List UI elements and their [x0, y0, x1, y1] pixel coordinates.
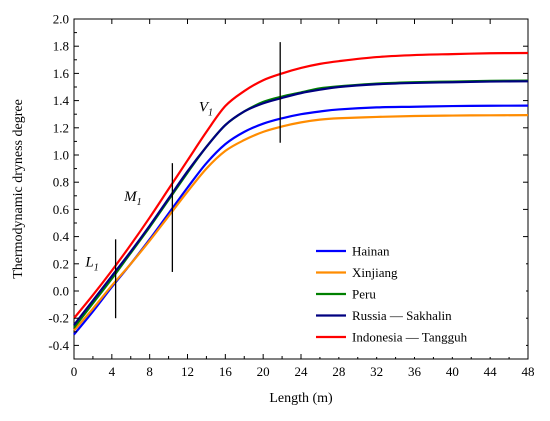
legend-label: Peru — [352, 287, 376, 302]
y-tick-label: 1.6 — [53, 66, 70, 81]
x-tick-label: 16 — [219, 364, 233, 379]
legend-label: Xinjiang — [352, 265, 398, 280]
x-tick-label: 12 — [181, 364, 194, 379]
series-line — [73, 51, 529, 319]
x-tick-label: 8 — [146, 364, 153, 379]
y-tick-label: 0.4 — [53, 229, 70, 244]
y-axis-title: Thermodynamic dryness degree — [11, 99, 26, 279]
region-label-subscript: 1 — [94, 263, 99, 274]
series-line — [73, 80, 529, 326]
y-tick-label: 0.8 — [53, 175, 69, 190]
y-axis: -0.4 -0.2 0.0 0.2 0.4 0.6 0.8 1.0 1.2 1.4 1.6 1.8 2.… — [48, 12, 528, 353]
x-tick-label: 48 — [522, 364, 535, 379]
legend-label: Hainan — [352, 244, 390, 259]
y-tick-label: 0.2 — [53, 256, 69, 271]
y-tick-label: 1.2 — [53, 120, 69, 135]
y-tick-label: 0.6 — [53, 202, 70, 217]
x-tick-label: 20 — [257, 364, 270, 379]
x-tick-label: 0 — [71, 364, 78, 379]
y-tick-label: 1.4 — [53, 93, 70, 108]
region-label-subscript: 1 — [208, 107, 213, 118]
series-layer — [73, 51, 529, 336]
x-tick-label: 24 — [295, 364, 309, 379]
y-tick-label: 0.0 — [53, 284, 69, 299]
x-axis-title: Length (m) — [269, 391, 333, 406]
annotation-layer: L 1M 1V 1 — [84, 99, 213, 273]
x-tick-label: 44 — [484, 364, 498, 379]
marker-layer — [114, 42, 281, 319]
x-tick-label: 36 — [408, 364, 422, 379]
y-tick-label: -0.4 — [48, 338, 69, 353]
region-label: L — [84, 255, 93, 271]
region-label: V — [199, 99, 210, 115]
legend-label: Russia — Sakhalin — [352, 308, 452, 323]
region-label: M — [123, 189, 138, 205]
y-tick-label: 1.0 — [53, 148, 69, 163]
x-tick-label: 28 — [332, 364, 345, 379]
region-label-subscript: 1 — [137, 197, 142, 208]
y-tick-label: 1.8 — [53, 39, 69, 54]
series-line — [73, 114, 529, 332]
x-tick-label: 40 — [446, 364, 459, 379]
x-tick-label: 4 — [109, 364, 116, 379]
legend: Hainan Xinjiang Peru Russia — Sakhalin Indon… — [308, 240, 526, 357]
x-axis: 0 4 8 12 16 20 24 28 32 36 40 44 48 — [71, 19, 535, 379]
legend-label: Indonesia — Tangguh — [352, 330, 468, 345]
x-tick-label: 32 — [370, 364, 383, 379]
y-tick-label: -0.2 — [48, 311, 69, 326]
y-tick-label: 2.0 — [53, 12, 69, 27]
